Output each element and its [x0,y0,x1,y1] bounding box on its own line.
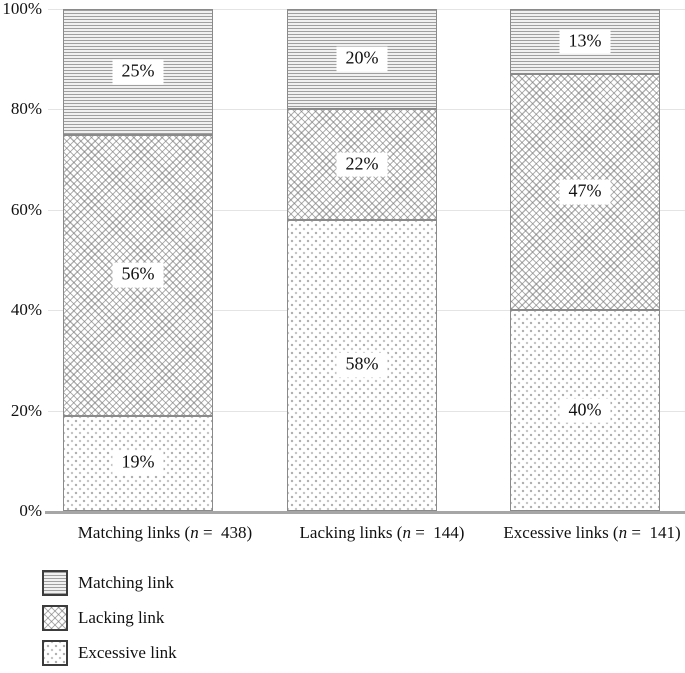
legend-swatch-crosshatch [42,605,68,631]
y-axis-tick-label: 100% [2,0,42,18]
x-axis-line [45,511,685,514]
data-label: 20% [336,46,388,72]
data-label: 22% [336,152,388,178]
x-axis-category-label: Matching links (n = 438) [78,523,252,543]
x-axis-category-label: Excessive links (n = 141) [503,523,680,543]
data-label: 13% [559,29,611,55]
legend-label: Matching link [78,573,174,592]
x-label-n-italic: n [190,523,199,542]
bar-segment-crosshatch-cat3 [510,74,660,311]
y-axis-tick-label: 0% [19,501,42,520]
x-label-count: = 438) [198,523,253,542]
bar-segment-hlines-cat3 [510,9,660,75]
data-label: 56% [112,262,164,288]
x-label-count: = 141) [627,523,681,542]
legend-item-hlines: Matching link [42,570,242,596]
data-label: 47% [559,179,611,205]
y-axis-tick-label: 20% [10,400,42,420]
y-axis-tick-label: 80% [10,99,42,119]
legend-swatch-dots [42,640,68,666]
legend-label: Lacking link [78,608,165,627]
x-label-n-italic: n [618,523,628,542]
x-label-text: Lacking links ( [299,523,403,542]
bar-segment-hlines-cat1 [63,9,213,135]
x-label-count: = 144) [410,523,465,542]
x-axis-category-label: Lacking links (n = 144) [300,523,465,543]
x-label-text: Matching links ( [77,523,191,542]
legend-item-dots: Excessive link [42,640,242,666]
legend-swatch-hlines [42,570,68,596]
legend-label: Excessive link [78,643,177,662]
y-axis-tick-label: 60% [10,199,42,219]
data-label: 40% [559,398,611,423]
data-label: 58% [336,353,388,378]
data-label: 25% [112,59,164,85]
bar-segment-dots-cat2 [287,219,437,511]
legend-item-crosshatch: Lacking link [42,605,242,631]
x-label-n-italic: n [402,523,411,542]
y-axis-tick-label: 40% [10,300,42,320]
x-label-text: Excessive links ( [503,523,619,542]
data-label: 19% [112,450,164,476]
